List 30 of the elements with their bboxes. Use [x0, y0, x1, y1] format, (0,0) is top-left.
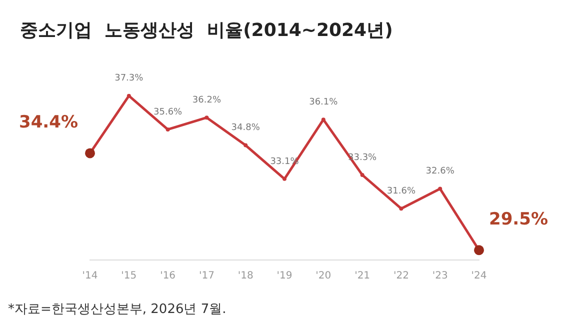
point — [360, 172, 364, 177]
x-tick-label: '23 — [432, 270, 448, 282]
point — [126, 94, 131, 98]
x-tick-label: '18 — [238, 270, 254, 282]
x-tick-label: '17 — [198, 270, 214, 282]
x-tick-label: '20 — [316, 270, 332, 282]
point — [166, 127, 170, 132]
x-tick-label: '24 — [471, 270, 487, 282]
chart-title: 중소기업 노동생산성 비율(2014~2024년) — [19, 19, 394, 42]
point — [438, 186, 442, 191]
x-tick-label: '16 — [160, 270, 176, 282]
data-label: 31.6% — [386, 186, 416, 196]
point — [244, 143, 248, 148]
x-tick-label: '19 — [276, 270, 292, 282]
data-label: 34.4% — [19, 112, 78, 133]
x-tick-label: '14 — [82, 270, 98, 282]
data-label: 32.6% — [426, 166, 455, 177]
text: *자료=한국생산성본부, 2026년 7월. — [8, 301, 228, 318]
point — [204, 116, 209, 120]
x-tick-label: '15 — [121, 270, 137, 282]
data-label: 36.1% — [309, 97, 338, 108]
point — [282, 176, 286, 181]
data-label: 37.3% — [114, 74, 144, 84]
data-label: 36.2% — [192, 95, 222, 106]
data-label: 35.6% — [154, 107, 183, 118]
data-label: 34.8% — [231, 123, 260, 134]
data-label: 29.5% — [489, 210, 548, 230]
x-tick-label: '22 — [393, 270, 409, 282]
x-tick-label: '21 — [354, 270, 370, 282]
point — [399, 206, 404, 211]
